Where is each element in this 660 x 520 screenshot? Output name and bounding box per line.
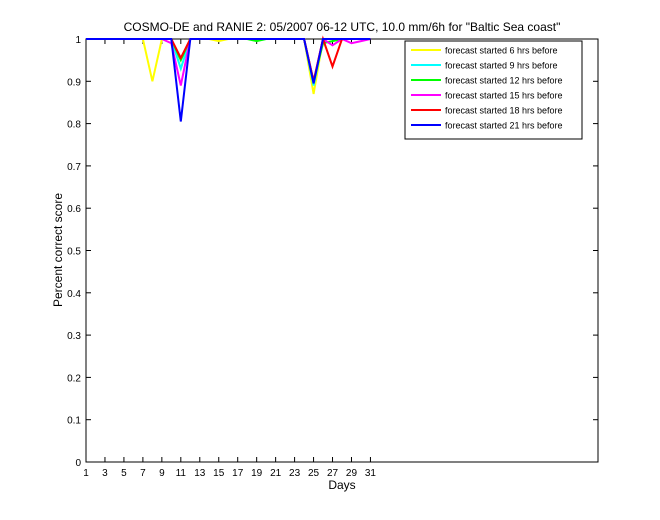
- legend: forecast started 6 hrs before forecast st…: [404, 40, 583, 140]
- axis-ticks: 1 3 5 7 9 11 13 15 17 19 21 23 25 27 29 3100.10.20.30.4…: [67, 35, 598, 479]
- x-axis-label: Days: [328, 478, 355, 492]
- legend-label: forecast started 15 hrs before: [445, 91, 563, 101]
- y-tick-label: 0: [75, 458, 81, 469]
- y-tick-label: 0.6: [67, 204, 81, 215]
- legend-label: forecast started 6 hrs before: [445, 46, 558, 56]
- x-tick-label: 29: [346, 468, 358, 479]
- x-tick-label: 9: [159, 468, 165, 479]
- chart-title: COSMO-DE and RANIE 2: 05/2007 06-12 UTC,…: [124, 20, 561, 34]
- y-tick-label: 0.4: [67, 289, 81, 300]
- legend-label: forecast started 18 hrs before: [445, 106, 563, 116]
- y-axis-label: Percent correct score: [51, 193, 65, 307]
- series-lines: [86, 35, 371, 122]
- y-tick-label: 0.8: [67, 120, 81, 131]
- x-tick-label: 15: [213, 468, 225, 479]
- y-tick-label: 0.3: [67, 331, 81, 342]
- legend-label: forecast started 12 hrs before: [445, 76, 563, 86]
- y-tick-label: 0.7: [67, 162, 81, 173]
- series-line: [86, 38, 371, 122]
- x-tick-label: 23: [289, 468, 301, 479]
- x-tick-label: 1: [83, 468, 89, 479]
- x-tick-label: 19: [251, 468, 263, 479]
- x-tick-label: 3: [102, 468, 108, 479]
- x-tick-label: 7: [140, 468, 146, 479]
- legend-box: [404, 40, 583, 140]
- legend-label: forecast started 9 hrs before: [445, 61, 558, 71]
- x-tick-label: 13: [194, 468, 206, 479]
- y-tick-label: 0.1: [67, 416, 81, 427]
- x-tick-label: 31: [365, 468, 377, 479]
- y-tick-label: 0.2: [67, 373, 81, 384]
- x-tick-label: 21: [270, 468, 282, 479]
- y-tick-label: 1: [75, 35, 81, 46]
- x-tick-label: 17: [232, 468, 244, 479]
- legend-label: forecast started 21 hrs before: [445, 121, 563, 131]
- x-tick-label: 5: [121, 468, 127, 479]
- x-tick-label: 11: [176, 468, 187, 479]
- y-tick-label: 0.5: [67, 247, 81, 258]
- y-tick-label: 0.9: [67, 77, 81, 88]
- x-tick-label: 25: [308, 468, 320, 479]
- x-tick-label: 27: [327, 468, 339, 479]
